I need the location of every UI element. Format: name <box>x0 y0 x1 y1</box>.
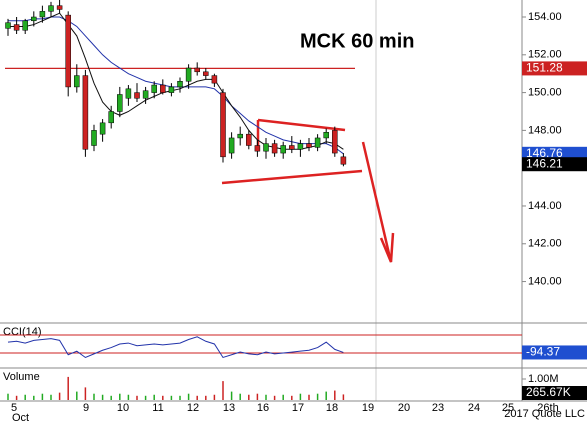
candle-body <box>203 71 209 76</box>
candle-body <box>220 92 226 158</box>
candle-body <box>297 143 304 150</box>
candle-body <box>280 145 286 154</box>
x-tick-label: 5 <box>11 402 17 414</box>
candle-body <box>65 14 71 88</box>
panel-label: Volume <box>3 371 40 383</box>
candle-body <box>237 133 243 139</box>
candle-body <box>177 81 183 88</box>
month-label: Oct <box>12 412 29 423</box>
candle-body <box>134 92 140 99</box>
value-tag <box>522 345 587 360</box>
candle-body <box>263 143 269 152</box>
cci-line <box>7 336 344 359</box>
candle-body <box>22 20 28 31</box>
y-tick-label: 142.00 <box>528 238 562 250</box>
candle-body <box>271 143 278 154</box>
x-tick-label: 24 <box>468 402 480 414</box>
value-tag-label: 146.76 <box>526 146 563 160</box>
value-tag <box>522 386 587 400</box>
annotation <box>221 118 395 263</box>
candle-body <box>56 5 63 10</box>
x-tick-label: 20 <box>398 402 410 414</box>
x-tick-label: 19 <box>362 402 374 414</box>
value-tag <box>522 157 587 172</box>
candle-body <box>91 130 97 146</box>
credit: 2017 Quote LLC <box>504 408 585 420</box>
value-tag-label: 146.21 <box>526 156 563 170</box>
x-tick-label: 17 <box>292 402 304 414</box>
candle-body <box>5 22 11 29</box>
y-tick-label: 154.00 <box>528 11 562 23</box>
value-tag-label: -94.37 <box>526 345 560 359</box>
x-tick-label: 13 <box>223 402 235 414</box>
candle-body <box>168 86 175 93</box>
x-tick-label: 18 <box>326 402 338 414</box>
candle-body <box>31 16 37 22</box>
candle-body <box>160 84 166 93</box>
candle-body <box>254 145 261 152</box>
candle-body <box>194 67 200 73</box>
chart-title: MCK 60 min <box>300 30 414 52</box>
x-tick-label: 25 <box>502 402 514 414</box>
value-tag-label: 151.28 <box>526 61 563 75</box>
candle-body <box>142 90 149 99</box>
candle-body <box>82 75 89 150</box>
y-tick-label: 150.00 <box>528 87 562 99</box>
y-tick-label: 144.00 <box>528 200 562 212</box>
candle-body <box>306 143 312 148</box>
candle-body <box>340 156 347 165</box>
candle-body <box>74 75 80 88</box>
x-tick-label: 11 <box>152 402 163 414</box>
candle-body <box>228 137 235 154</box>
y-tick-label: 1.00M <box>528 373 559 385</box>
value-tag-label: 265.67K <box>526 385 571 399</box>
candle-body <box>125 88 132 99</box>
value-tag <box>522 61 587 76</box>
candle-body <box>48 5 54 12</box>
candle-body <box>246 133 252 146</box>
candle-body <box>99 122 106 135</box>
x-tick-label: 23 <box>432 402 444 414</box>
x-tick-label: 10 <box>117 402 129 414</box>
candle-body <box>117 94 123 112</box>
x-tick-label: 9 <box>83 402 89 414</box>
candle-body <box>211 75 218 84</box>
x-tick-label: 26th <box>537 402 558 414</box>
candle-body <box>13 24 20 31</box>
panel-label: CCI(14) <box>3 326 42 338</box>
x-tick-label: 12 <box>187 402 199 414</box>
x-tick-label: 16 <box>257 402 269 414</box>
candle-body <box>185 67 192 82</box>
candle-body <box>314 137 321 148</box>
candle-body <box>323 132 329 139</box>
candle-body <box>332 130 338 154</box>
y-tick-label: 140.00 <box>528 275 562 287</box>
candle-body <box>108 111 114 124</box>
y-tick-label: 152.00 <box>528 49 562 61</box>
candle-body <box>151 84 157 93</box>
y-tick-label: 148.00 <box>528 124 562 136</box>
moving-average <box>8 12 344 150</box>
candle-body <box>39 11 46 18</box>
candle-body <box>289 145 295 150</box>
